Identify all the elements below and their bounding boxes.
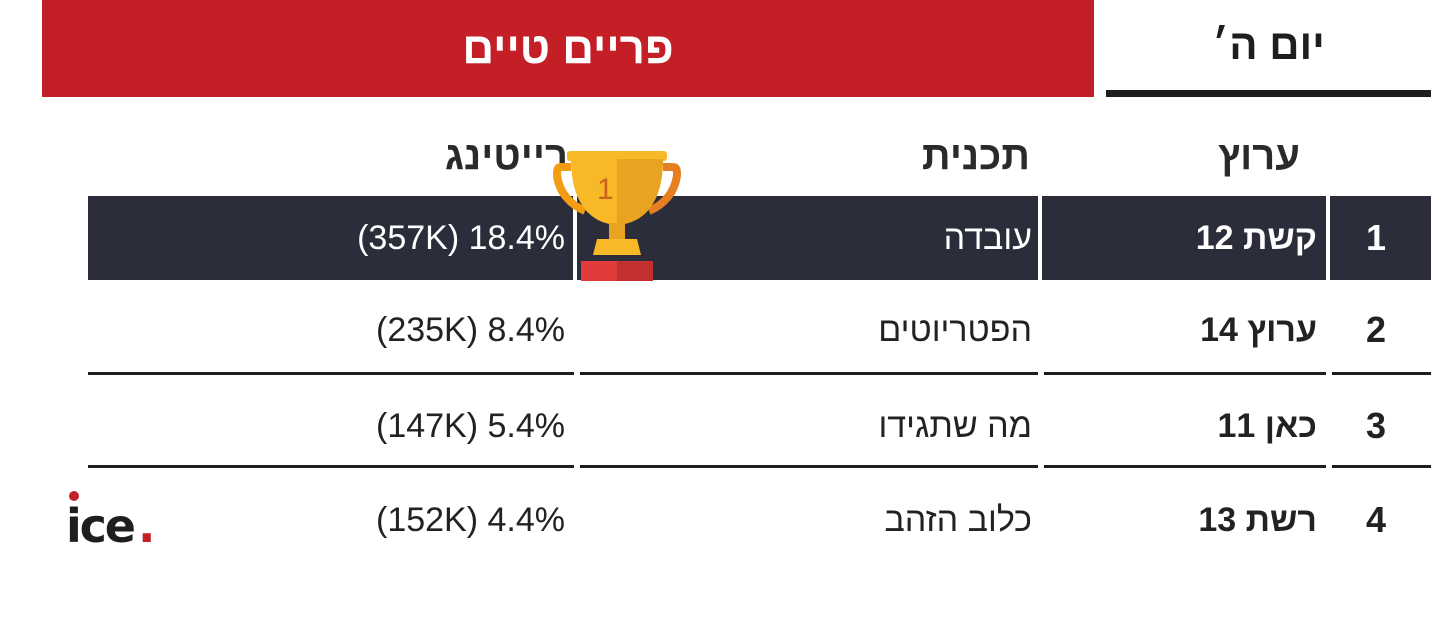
logo-dot: . [138, 499, 155, 550]
row-divider [580, 465, 1038, 468]
day-underline [1106, 90, 1431, 97]
row-divider [1332, 372, 1431, 375]
column-header-channel: ערוץ [1218, 134, 1300, 178]
row-separator [1326, 196, 1330, 280]
row-divider [1044, 465, 1326, 468]
program-name: כלוב הזהב [884, 501, 1032, 539]
column-header-program: תכנית [921, 134, 1030, 178]
channel-name: רשת 13 [1198, 501, 1317, 539]
row-divider [88, 465, 574, 468]
row-divider [88, 372, 574, 375]
logo-text: ice [66, 499, 136, 550]
channel-name: ערוץ 14 [1200, 311, 1317, 349]
program-name: עובדה [943, 219, 1032, 257]
highlight-row-background [88, 196, 1431, 280]
program-name: הפטריוטים [878, 311, 1032, 349]
rank-number: 3 [1365, 405, 1387, 446]
column-header-rating: רייטינג [444, 134, 568, 178]
trophy-number: 1 [597, 173, 614, 206]
row-divider [1044, 372, 1326, 375]
channel-name: קשת 12 [1195, 219, 1317, 257]
rank-number: 2 [1365, 309, 1387, 350]
rating-value: (152K) 4.4% [376, 501, 565, 539]
row-separator [1038, 196, 1042, 280]
channel-name: כאן 11 [1217, 407, 1317, 445]
banner-title: פריים טיים [42, 0, 1094, 97]
row-divider [580, 372, 1038, 375]
rank-number: 4 [1365, 499, 1387, 540]
day-label: יום ה׳ [1212, 21, 1325, 68]
row-divider [1332, 465, 1431, 468]
trophy-icon: 1 [552, 145, 682, 281]
rating-value: (147K) 5.4% [376, 407, 565, 445]
rating-value: (235K) 8.4% [376, 311, 565, 349]
ice-logo: ice . [66, 490, 166, 553]
program-name: מה שתגידו [878, 407, 1032, 445]
rating-value: (357K) 18.4% [357, 219, 565, 257]
rank-number: 1 [1365, 217, 1387, 258]
row-separator [573, 196, 577, 280]
